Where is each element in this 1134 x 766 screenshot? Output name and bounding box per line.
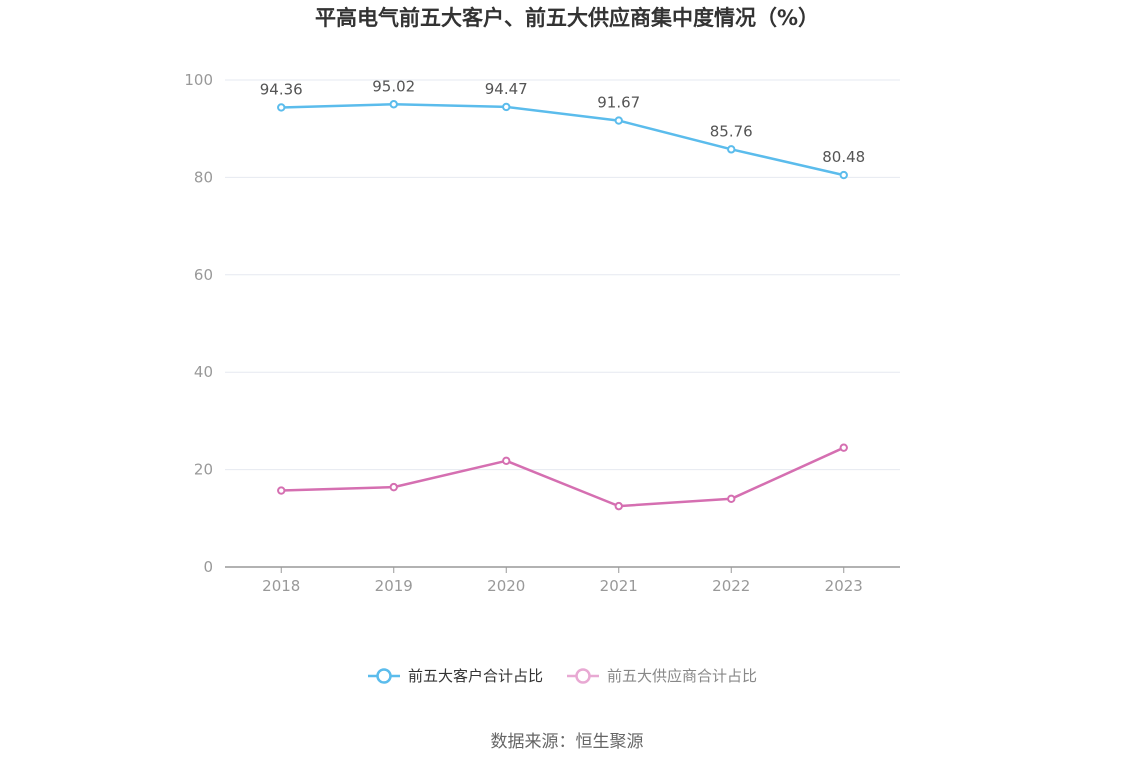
series-layer: 94.36 95.02 94.47 91.67 85.76 80.48 [260,77,865,511]
data-point[interactable] [389,482,398,492]
series-2 [277,443,848,511]
data-label: 85.76 [710,122,753,140]
data-point[interactable] [727,145,736,154]
y-tick-label: 60 [194,266,213,284]
chart-title: 平高电气前五大客户、前五大供应商集中度情况（%） [315,6,819,30]
data-point[interactable] [839,443,848,452]
x-tick-label: 2023 [825,577,863,595]
data-point[interactable] [839,170,848,180]
data-label: 94.36 [260,80,303,98]
data-label: 91.67 [597,94,640,112]
data-point[interactable] [502,102,511,112]
legend-label: 前五大供应商合计占比 [607,667,757,685]
series-line [281,446,845,508]
source-note: 数据来源：恒生聚源 [491,732,644,752]
data-point[interactable] [502,456,511,466]
y-tick-label: 100 [184,71,213,89]
y-tick-label: 40 [194,363,213,381]
y-tick-label: 20 [194,461,213,479]
series-line [281,103,845,177]
data-point[interactable] [614,116,623,125]
x-tick-label: 2021 [600,577,638,595]
legend-item-1[interactable]: 前五大客户合计占比 [368,667,543,685]
data-point[interactable] [277,103,286,112]
x-tick-label: 2019 [375,577,413,595]
data-point[interactable] [277,486,286,495]
series-1: 94.36 95.02 94.47 91.67 85.76 80.48 [260,77,865,180]
legend-marker [376,668,392,684]
data-label: 80.48 [822,148,865,166]
x-tick-label: 2020 [487,577,525,595]
data-point[interactable] [389,100,398,109]
legend-marker [575,668,591,684]
data-point[interactable] [614,501,623,511]
x-tick-label: 2018 [262,577,300,595]
x-tick-label: 2022 [712,577,750,595]
legend[interactable]: 前五大客户合计占比 前五大供应商合计占比 [368,667,757,685]
axes: 0 20 40 60 80 100 2018 2019 2020 2021 2022 2023 [184,71,900,595]
grid [225,79,900,471]
data-point[interactable] [727,494,736,504]
data-label: 95.02 [372,77,415,95]
legend-item-2[interactable]: 前五大供应商合计占比 [567,667,757,685]
y-tick-label: 0 [203,558,213,576]
legend-label: 前五大客户合计占比 [408,667,543,685]
data-label: 94.47 [485,80,528,98]
y-tick-label: 80 [194,168,213,186]
